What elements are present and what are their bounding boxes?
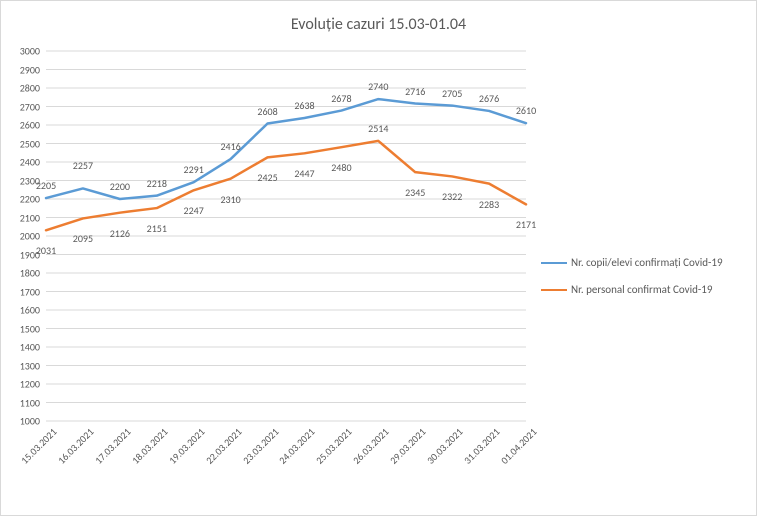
x-axis-tick: 15.03.2021 — [14, 421, 60, 467]
plot-area: 1000110012001300140015001600170018001900… — [46, 51, 526, 421]
y-axis-tick: 2500 — [20, 137, 46, 150]
y-axis-tick: 1400 — [20, 341, 46, 354]
x-axis-tick: 17.03.2021 — [88, 421, 134, 467]
y-axis-tick: 2600 — [20, 119, 46, 132]
series-line-0 — [46, 99, 526, 199]
y-axis-tick: 1300 — [20, 359, 46, 372]
y-axis-tick: 1900 — [20, 248, 46, 261]
y-axis-tick: 2400 — [20, 156, 46, 169]
x-axis-tick: 25.03.2021 — [309, 421, 355, 467]
x-axis-tick: 01.04.2021 — [494, 421, 540, 467]
x-axis-tick: 31.03.2021 — [457, 421, 503, 467]
x-axis-tick: 26.03.2021 — [346, 421, 392, 467]
y-axis-tick: 1200 — [20, 378, 46, 391]
y-axis-tick: 1800 — [20, 267, 46, 280]
y-axis-tick: 1600 — [20, 304, 46, 317]
legend-item: Nr. personal confirmat Covid-19 — [541, 283, 723, 296]
legend: Nr. copii/elevi confirmați Covid-19 Nr. p… — [541, 256, 723, 310]
x-axis-tick: 30.03.2021 — [420, 421, 466, 467]
x-axis-tick: 23.03.2021 — [235, 421, 281, 467]
y-axis-tick: 2200 — [20, 193, 46, 206]
legend-label: Nr. copii/elevi confirmați Covid-19 — [571, 256, 723, 269]
y-axis-tick: 1700 — [20, 285, 46, 298]
legend-swatch — [541, 262, 567, 264]
x-axis-tick: 29.03.2021 — [383, 421, 429, 467]
y-axis-tick: 2700 — [20, 100, 46, 113]
y-axis-tick: 2900 — [20, 63, 46, 76]
x-axis-tick: 19.03.2021 — [161, 421, 207, 467]
series-line-1 — [46, 141, 526, 230]
chart-title: Evoluție cazuri 15.03-01.04 — [1, 15, 756, 34]
x-axis-tick: 16.03.2021 — [51, 421, 97, 467]
y-axis-tick: 2100 — [20, 211, 46, 224]
chart-container: Evoluție cazuri 15.03-01.04 100011001200… — [0, 0, 757, 516]
y-axis-tick: 2800 — [20, 82, 46, 95]
y-axis-tick: 3000 — [20, 45, 46, 58]
x-axis-tick: 24.03.2021 — [272, 421, 318, 467]
legend-item: Nr. copii/elevi confirmați Covid-19 — [541, 256, 723, 269]
plot-svg — [46, 51, 526, 421]
y-axis-tick: 1500 — [20, 322, 46, 335]
y-axis-tick: 2300 — [20, 174, 46, 187]
y-axis-tick: 1100 — [20, 396, 46, 409]
x-axis-tick: 18.03.2021 — [125, 421, 171, 467]
x-axis-tick: 22.03.2021 — [198, 421, 244, 467]
legend-label: Nr. personal confirmat Covid-19 — [571, 283, 712, 296]
legend-swatch — [541, 289, 567, 291]
y-axis-tick: 2000 — [20, 230, 46, 243]
